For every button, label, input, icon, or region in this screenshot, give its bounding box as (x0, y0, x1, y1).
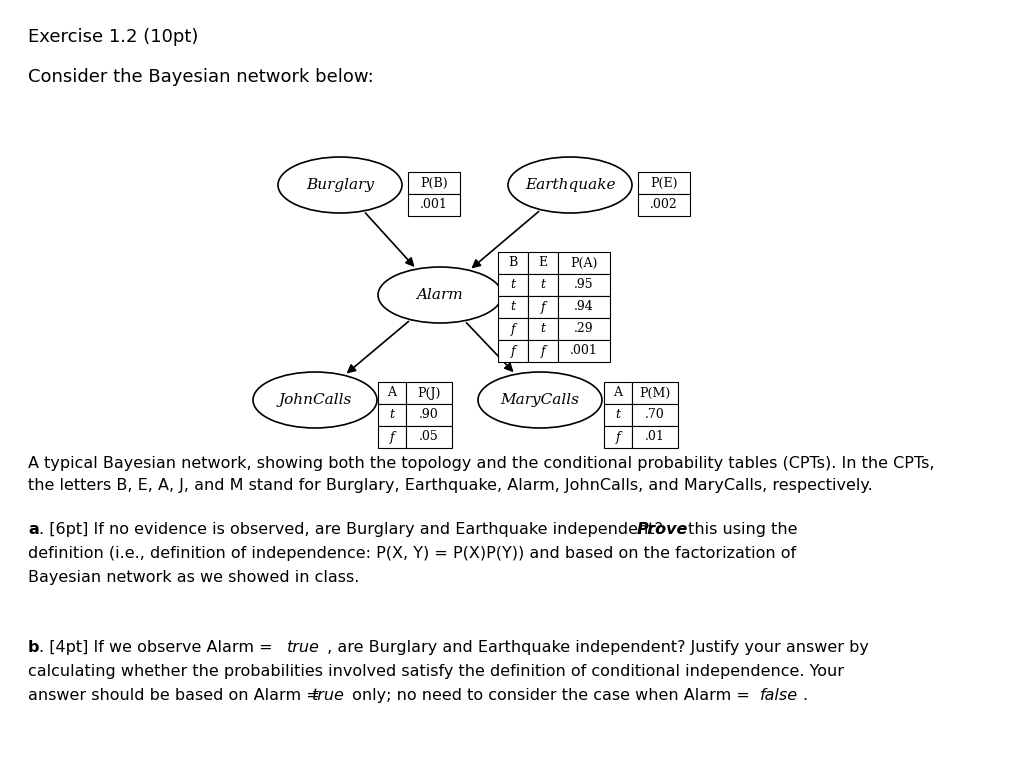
Text: . [4pt] If we observe Alarm =: . [4pt] If we observe Alarm = (39, 640, 278, 655)
Text: f: f (511, 344, 515, 357)
Text: .95: .95 (574, 279, 594, 292)
Ellipse shape (508, 157, 632, 213)
Text: t: t (615, 408, 621, 422)
Bar (378, 426, 406, 448)
Text: P(M): P(M) (639, 387, 671, 399)
Text: .70: .70 (645, 408, 665, 422)
Bar (558, 274, 610, 296)
Text: A typical Bayesian network, showing both the topology and the conditional probab: A typical Bayesian network, showing both… (28, 456, 935, 471)
Text: definition (i.e., definition of independence: P(X, Y) = P(X)P(Y)) and based on t: definition (i.e., definition of independ… (28, 546, 796, 561)
Text: t: t (541, 279, 546, 292)
Ellipse shape (278, 157, 402, 213)
Text: . [6pt] If no evidence is observed, are Burglary and Earthquake independent?: . [6pt] If no evidence is observed, are … (39, 522, 668, 537)
Bar (498, 296, 528, 318)
Bar (408, 172, 460, 194)
Text: .90: .90 (419, 408, 439, 422)
Text: P(B): P(B) (420, 177, 447, 189)
Ellipse shape (478, 372, 602, 428)
Text: .05: .05 (419, 431, 439, 443)
Text: calculating whether the probabilities involved satisfy the definition of conditi: calculating whether the probabilities in… (28, 664, 844, 679)
Bar (498, 274, 528, 296)
Bar (632, 426, 678, 448)
Text: answer should be based on Alarm =: answer should be based on Alarm = (28, 688, 325, 703)
Text: B: B (508, 256, 517, 269)
Text: Consider the Bayesian network below:: Consider the Bayesian network below: (28, 68, 374, 86)
Bar (604, 382, 632, 404)
Text: a: a (28, 522, 39, 537)
Text: true: true (287, 640, 319, 655)
Text: Alarm: Alarm (417, 288, 464, 302)
Text: .001: .001 (570, 344, 598, 357)
Text: .002: .002 (650, 198, 678, 212)
Bar (638, 172, 690, 194)
Bar (632, 404, 678, 426)
Text: f: f (541, 344, 546, 357)
Bar (378, 404, 406, 426)
Text: .001: .001 (420, 198, 447, 212)
Text: f: f (615, 431, 621, 443)
Text: MaryCalls: MaryCalls (501, 393, 580, 407)
Bar (498, 340, 528, 362)
Text: false: false (760, 688, 798, 703)
Ellipse shape (378, 267, 502, 323)
Text: b: b (28, 640, 40, 655)
Bar (528, 296, 558, 318)
Bar (406, 382, 452, 404)
Bar (528, 318, 558, 340)
Text: .29: .29 (574, 323, 594, 336)
Text: E: E (539, 256, 548, 269)
Bar (406, 404, 452, 426)
Text: f: f (511, 323, 515, 336)
Text: t: t (511, 300, 515, 313)
Bar (632, 382, 678, 404)
Text: , are Burglary and Earthquake independent? Justify your answer by: , are Burglary and Earthquake independen… (322, 640, 869, 655)
Text: JohnCalls: JohnCalls (279, 393, 351, 407)
Text: only; no need to consider the case when Alarm =: only; no need to consider the case when … (347, 688, 755, 703)
Ellipse shape (253, 372, 377, 428)
Text: Prove: Prove (637, 522, 688, 537)
Text: .: . (802, 688, 807, 703)
Bar (558, 296, 610, 318)
Text: f: f (541, 300, 546, 313)
Text: the letters B, E, A, J, and M stand for Burglary, Earthquake, Alarm, JohnCalls, : the letters B, E, A, J, and M stand for … (28, 478, 872, 493)
Bar (528, 252, 558, 274)
Text: A: A (387, 387, 396, 399)
Text: t: t (389, 408, 394, 422)
Bar (604, 426, 632, 448)
Text: true: true (312, 688, 345, 703)
Text: this using the: this using the (683, 522, 798, 537)
Text: t: t (511, 279, 515, 292)
Bar (604, 404, 632, 426)
Text: Earthquake: Earthquake (524, 178, 615, 192)
Bar (558, 318, 610, 340)
Bar (378, 382, 406, 404)
Text: .01: .01 (645, 431, 665, 443)
Text: f: f (390, 431, 394, 443)
Bar (528, 340, 558, 362)
Text: .94: .94 (574, 300, 594, 313)
Bar (498, 318, 528, 340)
Bar (528, 274, 558, 296)
Text: t: t (541, 323, 546, 336)
Bar (558, 340, 610, 362)
Text: Exercise 1.2 (10pt): Exercise 1.2 (10pt) (28, 28, 199, 46)
Text: P(J): P(J) (418, 387, 440, 399)
Text: Burglary: Burglary (306, 178, 374, 192)
Bar (498, 252, 528, 274)
Bar (406, 426, 452, 448)
Text: P(A): P(A) (570, 256, 598, 269)
Text: Bayesian network as we showed in class.: Bayesian network as we showed in class. (28, 570, 359, 585)
Bar (408, 194, 460, 216)
Bar (558, 252, 610, 274)
Text: P(E): P(E) (650, 177, 678, 189)
Text: A: A (613, 387, 623, 399)
Bar (638, 194, 690, 216)
